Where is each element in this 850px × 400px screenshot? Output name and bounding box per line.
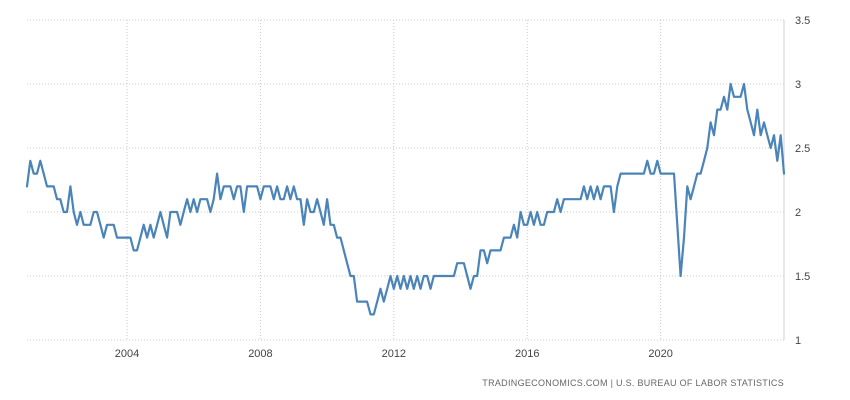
- axes: 1 1.5 2 2.5 3 3.5 2004 2008 2012 2016 2020: [115, 15, 810, 360]
- y-tick-label: 3.5: [795, 15, 810, 27]
- y-tick-label: 1.5: [795, 271, 810, 283]
- series-line: [25, 82, 786, 316]
- y-tick-label: 2: [795, 207, 801, 219]
- grid: [27, 19, 784, 341]
- x-tick-label: 2020: [648, 348, 672, 360]
- y-tick-label: 2.5: [795, 143, 810, 155]
- x-tick-label: 2016: [515, 348, 539, 360]
- x-tick-label: 2012: [382, 348, 406, 360]
- source-attribution: TRADINGECONOMICS.COM | U.S. BUREAU OF LA…: [482, 378, 784, 388]
- y-tick-label: 3: [795, 79, 801, 91]
- series-group: [25, 82, 786, 316]
- y-tick-label: 1: [795, 335, 801, 347]
- x-tick-label: 2004: [115, 348, 139, 360]
- x-tick-label: 2008: [248, 348, 272, 360]
